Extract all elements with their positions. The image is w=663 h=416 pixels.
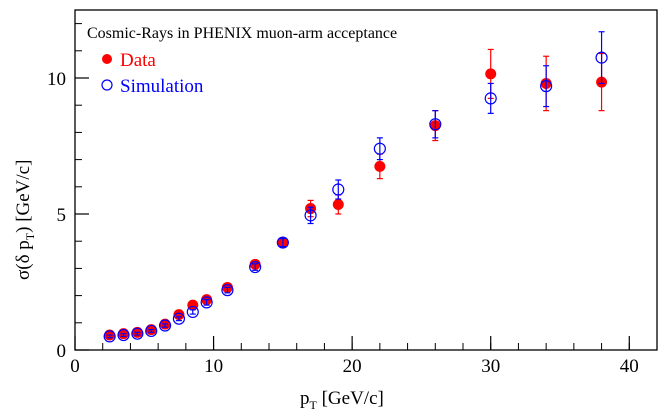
simulation-point [103, 330, 116, 343]
simulation-point [304, 209, 317, 222]
data-point [187, 299, 199, 311]
x-axis-title-sub: T [310, 398, 318, 412]
x-tick-label: 0 [70, 356, 80, 377]
legend: Data Simulation [101, 50, 204, 97]
simulation-point [221, 284, 234, 297]
chart-title: Cosmic-Rays in PHENIX muon-arm acceptanc… [87, 25, 397, 42]
data-point [374, 160, 386, 172]
simulation-point [249, 260, 262, 274]
series-simulation [103, 31, 608, 343]
simulation-point [172, 312, 186, 325]
x-tick-label: 30 [481, 356, 500, 377]
y-axis-title: σ(δ pT) [GeV/c] [13, 160, 37, 280]
y-tick-label: 0 [57, 341, 67, 362]
legend-marker-data [102, 54, 112, 64]
simulation-point [373, 142, 386, 155]
simulation-point [595, 51, 608, 64]
simulation-point [158, 319, 172, 332]
y-axis-title-post: ) [GeV/c] [13, 160, 34, 233]
x-axis-title: pT [GeV/c] [300, 388, 384, 412]
simulation-point [540, 80, 553, 93]
plot-frame [74, 9, 658, 351]
x-axis-title-main: p [300, 388, 310, 409]
simulation-point [145, 324, 158, 338]
data-point [332, 198, 344, 210]
simulation-point [429, 118, 442, 131]
simulation-point [276, 236, 289, 249]
y-axis-title-pre: σ(δ p [13, 240, 34, 280]
legend-label-data: Data [120, 50, 156, 71]
y-tick-label: 5 [57, 205, 67, 226]
y-tick-label: 10 [47, 69, 66, 90]
data-point [485, 68, 497, 80]
simulation-point [484, 92, 497, 105]
x-tick-label: 10 [204, 356, 223, 377]
simulation-point [117, 328, 130, 342]
x-axis-title-unit: [GeV/c] [317, 388, 384, 409]
y-axis-title-sub: T [23, 232, 37, 240]
x-tick-label: 40 [620, 356, 639, 377]
simulation-point [200, 296, 213, 309]
simulation-point [131, 327, 144, 340]
legend-label-simulation: Simulation [120, 76, 204, 97]
simulation-point [186, 305, 199, 319]
axis-ticks: 0 10 20 30 40 0 5 10 [47, 23, 658, 377]
x-tick-label: 20 [343, 356, 362, 377]
legend-marker-simulation [101, 79, 113, 91]
simulation-point [332, 183, 345, 196]
data-marks [103, 31, 608, 343]
